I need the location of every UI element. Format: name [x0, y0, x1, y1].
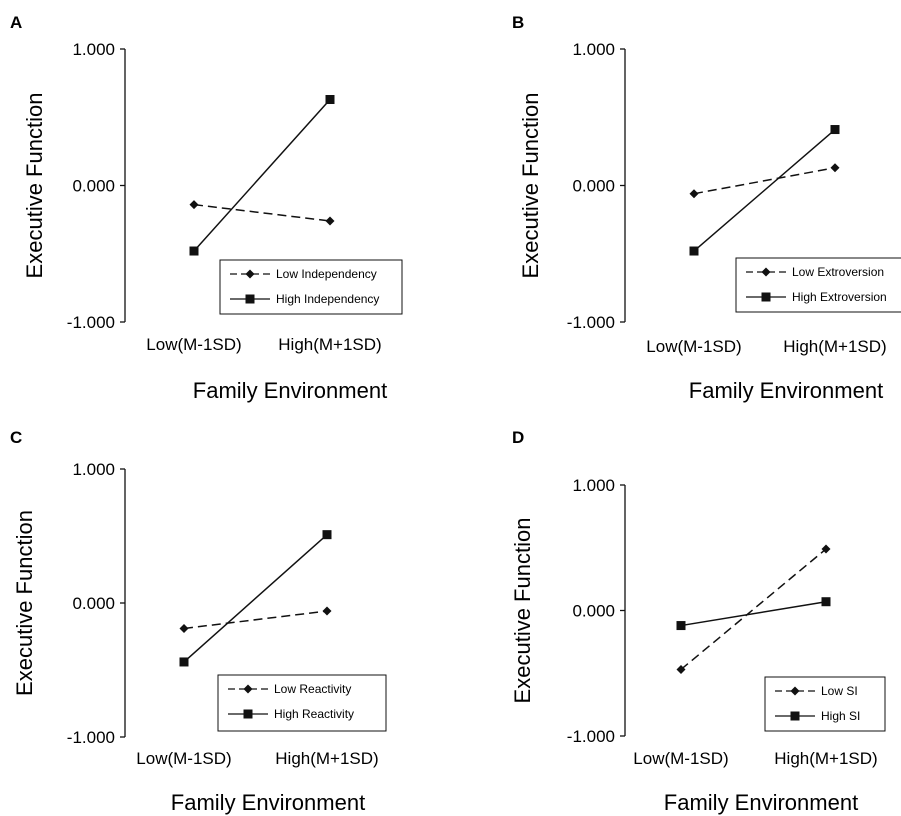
series-line-high [693, 128, 836, 252]
legend-marker-square [245, 294, 255, 304]
x-tick-label: High(M+1SD) [278, 335, 381, 354]
x-axis-label: Family Environment [689, 378, 883, 403]
x-tick-label: Low(M-1SD) [146, 335, 241, 354]
panel-a: A 1.000 0.000 -1.000 Executive Function Low(M… [10, 13, 403, 403]
data-point-high-high-env [325, 95, 335, 105]
series-line-low [680, 548, 827, 671]
panel-b: B 1.000 0.000 -1.000 Executive Function Low(M… [512, 13, 901, 403]
legend-label: Low Reactivity [274, 682, 351, 696]
legend: Low SI High SI [764, 676, 886, 732]
legend-label: Low SI [821, 684, 858, 698]
panel-letter: A [10, 13, 22, 32]
x-tick-label: Low(M-1SD) [136, 749, 231, 768]
x-tick-label: Low(M-1SD) [633, 749, 728, 768]
data-point-low-low-env [689, 189, 699, 199]
y-tick-label: 1.000 [72, 460, 115, 479]
y-axis-label: Executive Function [22, 93, 47, 279]
data-point-high-low-env [189, 246, 199, 256]
legend-label: High Extroversion [792, 290, 887, 304]
series-line-high [680, 600, 827, 627]
y-tick-label: -1.000 [67, 728, 115, 747]
legend-marker-diamond [790, 686, 800, 696]
data-point-low-high-env [821, 544, 831, 554]
y-tick-label: 1.000 [572, 40, 615, 59]
legend-box [764, 676, 886, 732]
x-tick-label: High(M+1SD) [275, 749, 378, 768]
panel-letter: D [512, 428, 524, 447]
legend-label: High Reactivity [274, 707, 354, 721]
legend-box [219, 259, 403, 315]
series-line-low [693, 167, 836, 195]
panel-letter: B [512, 13, 524, 32]
y-tick-label: 0.000 [72, 177, 115, 196]
y-tick-label: -1.000 [567, 313, 615, 332]
data-point-low-low-env [676, 664, 686, 674]
legend: Low Reactivity High Reactivity [217, 674, 387, 732]
y-tick-label: 1.000 [72, 40, 115, 59]
legend-marker-square [761, 292, 771, 302]
legend-marker-diamond [243, 684, 253, 694]
y-tick-label: 1.000 [572, 476, 615, 495]
series-line-low [183, 610, 328, 630]
legend: Low Independency High Independency [219, 259, 403, 315]
y-tick-label: 0.000 [572, 177, 615, 196]
data-point-low-low-env [179, 623, 189, 633]
legend-label: Low Independency [276, 267, 377, 281]
series-line-high [183, 534, 328, 663]
legend-marker-square [790, 711, 800, 721]
y-axis-label: Executive Function [510, 518, 535, 704]
x-tick-label: High(M+1SD) [774, 749, 877, 768]
legend-box [735, 257, 901, 313]
legend-label: Low Extroversion [792, 265, 884, 279]
legend-box [217, 674, 387, 732]
y-tick-label: -1.000 [67, 313, 115, 332]
legend-label: High SI [821, 709, 860, 723]
data-point-low-low-env [189, 200, 199, 210]
data-point-high-low-env [689, 246, 699, 256]
data-point-high-low-env [676, 621, 686, 631]
y-tick-label: 0.000 [72, 594, 115, 613]
series-line-high [193, 99, 331, 252]
y-axis-label: Executive Function [518, 93, 543, 279]
x-axis-label: Family Environment [193, 378, 387, 403]
panel-d: D 1.000 0.000 -1.000 Executive Function Low(M… [510, 428, 886, 815]
legend-marker-diamond [245, 269, 255, 279]
legend-label: High Independency [276, 292, 379, 306]
data-point-low-high-env [325, 216, 335, 226]
data-point-high-high-env [821, 597, 831, 607]
panel-letter: C [10, 428, 22, 447]
data-point-low-high-env [830, 163, 840, 173]
x-tick-label: High(M+1SD) [783, 337, 886, 356]
x-axis-label: Family Environment [664, 790, 858, 815]
legend-marker-square [243, 709, 253, 719]
series-line-low [193, 203, 331, 222]
y-axis-label: Executive Function [12, 510, 37, 696]
data-point-high-low-env [179, 657, 189, 667]
data-point-high-high-env [322, 530, 332, 540]
data-point-low-high-env [322, 606, 332, 616]
panel-c: C 1.000 0.000 -1.000 Executive Function Low(M… [10, 428, 387, 815]
x-axis-label: Family Environment [171, 790, 365, 815]
x-tick-label: Low(M-1SD) [646, 337, 741, 356]
y-tick-label: -1.000 [567, 727, 615, 746]
data-point-high-high-env [830, 125, 840, 135]
legend-marker-diamond [761, 267, 771, 277]
legend: Low Extroversion High Extroversion [735, 257, 901, 313]
y-tick-label: 0.000 [572, 602, 615, 621]
